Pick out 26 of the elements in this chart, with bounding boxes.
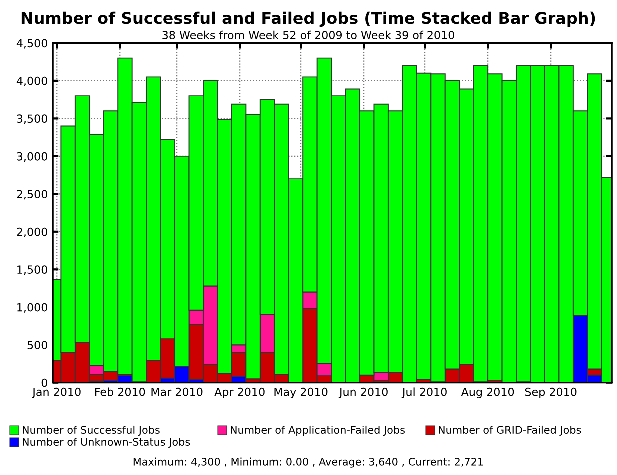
text: Maximum: 4,300 , Minimum: 0.00 , Average: 3,640 , Current: 2,721 bbox=[134, 458, 484, 468]
y-tick-label: 0 bbox=[42, 378, 48, 388]
x-tick-label: Jun 2010 bbox=[338, 388, 388, 398]
x-tick-label: Jul 2010 bbox=[402, 388, 447, 398]
y-tick-label: 1,000 bbox=[18, 303, 48, 313]
y-tick-label: 4,000 bbox=[16, 76, 48, 86]
y-tick-label: 3,000 bbox=[17, 152, 48, 162]
y-tick-label: 1,500 bbox=[18, 266, 48, 276]
x-tick-label: Jan 2010 bbox=[32, 388, 81, 398]
y-tick-label: 4,500 bbox=[16, 39, 48, 49]
y-tick-label: 500 bbox=[28, 341, 48, 350]
legend-label: Number of Successful Jobs bbox=[23, 426, 160, 436]
y-tick-label: 2,500 bbox=[17, 190, 48, 200]
legend-label: Number of GRID-Failed Jobs bbox=[439, 426, 582, 436]
legend-label: Number of Application-Failed Jobs bbox=[231, 426, 405, 436]
x-tick-label: Sep 2010 bbox=[525, 388, 577, 398]
y-tick-label: 3,500 bbox=[17, 114, 48, 124]
x-tick-label: Apr 2010 bbox=[214, 388, 265, 398]
chart-subtitle: 38 Weeks from Week 52 of 2009 to Week 39 of 2010 bbox=[162, 30, 454, 40]
x-tick-label: Mar 2010 bbox=[152, 388, 203, 396]
chart-title: Number of Successful and Failed Jobs (Time Stacked Bar Graph) bbox=[22, 12, 596, 28]
legend-label: Number of Unknown-Status Jobs bbox=[23, 438, 190, 448]
x-tick-label: Feb 2010 bbox=[95, 388, 146, 396]
y-tick-label: 2,000 bbox=[17, 228, 48, 238]
x-tick-label: May 2010 bbox=[274, 388, 328, 398]
x-tick-label: Aug 2010 bbox=[461, 388, 514, 398]
